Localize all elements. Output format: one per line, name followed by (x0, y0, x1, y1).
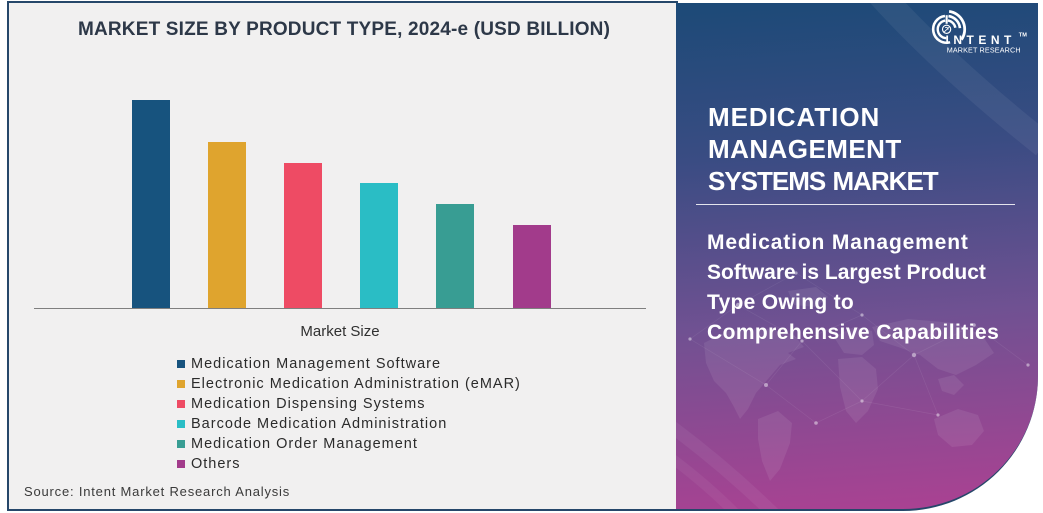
svg-text:INTENT: INTENT (946, 33, 1016, 47)
svg-text:MARKET RESEARCH: MARKET RESEARCH (947, 45, 1021, 54)
svg-text:TM: TM (1019, 32, 1027, 38)
